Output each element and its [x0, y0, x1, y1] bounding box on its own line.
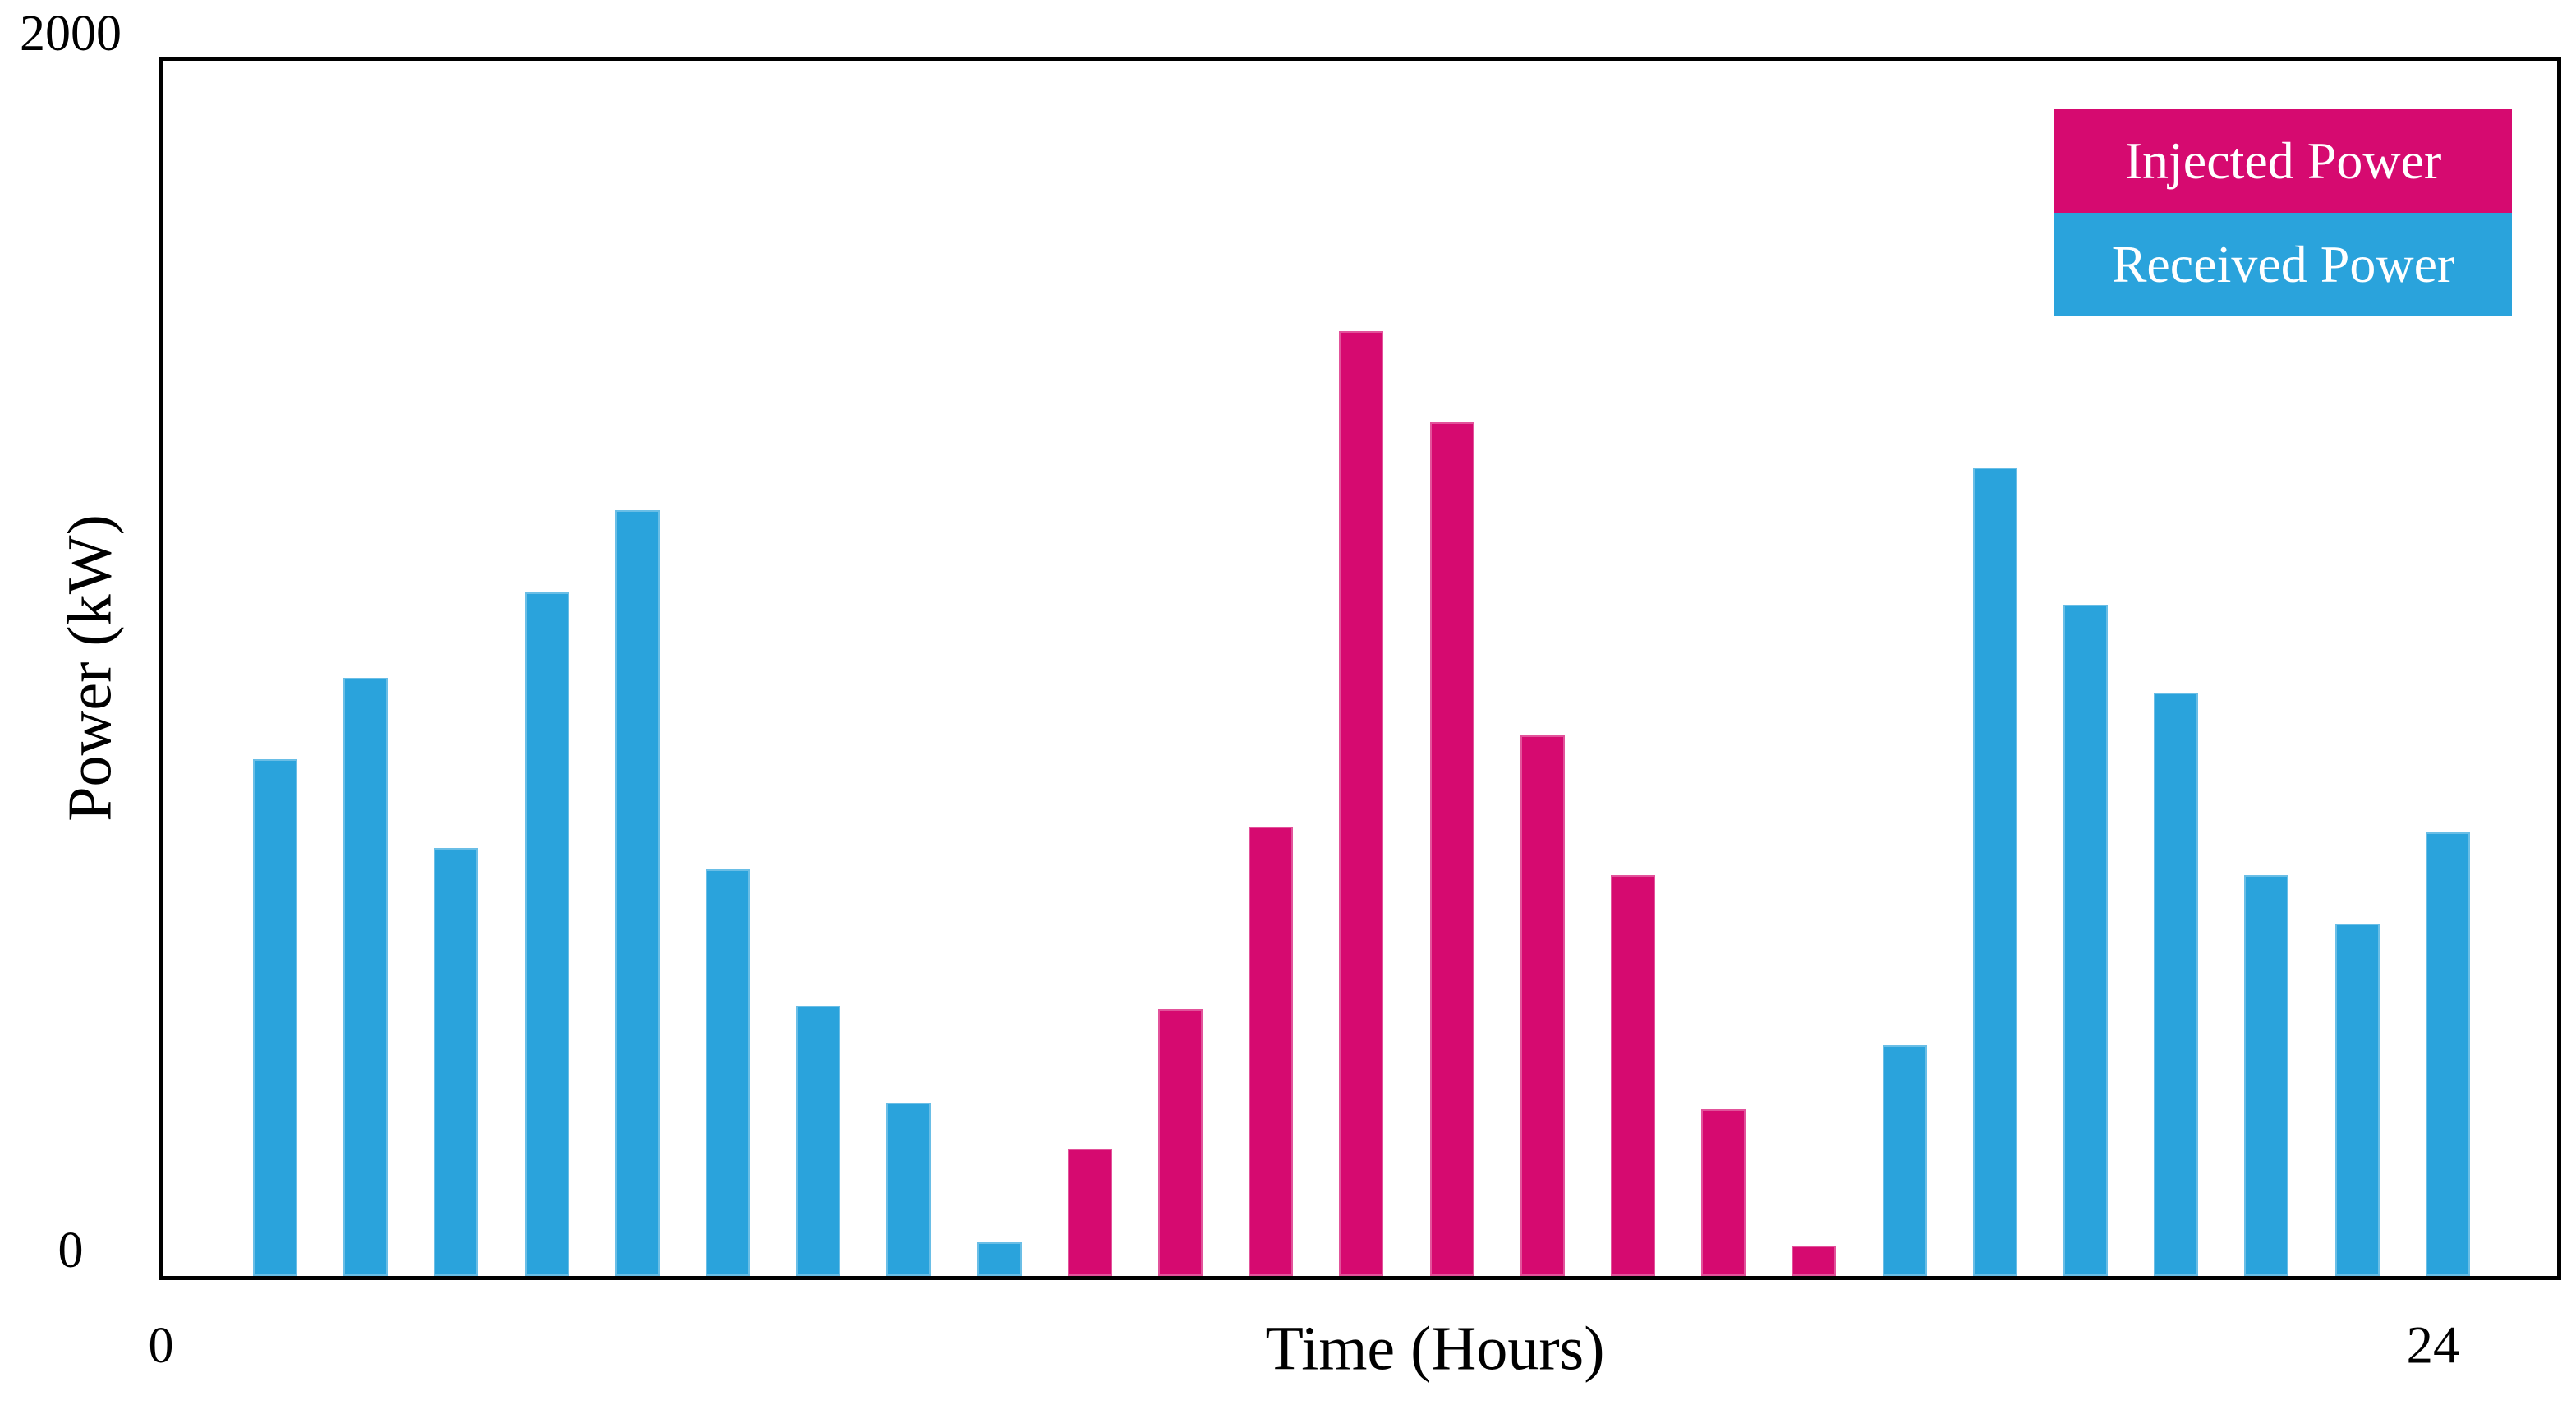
- bar-hour-2-received: [434, 848, 479, 1276]
- bar-hour-16-injected: [1701, 1109, 1746, 1276]
- bar-hour-6-received: [796, 1006, 841, 1276]
- legend-label-injected-power: Injected Power: [2124, 131, 2442, 190]
- bar-hour-18-received: [1882, 1045, 1927, 1276]
- bar-hour-0-received: [253, 759, 297, 1276]
- bar-hour-20-received: [2063, 605, 2108, 1276]
- bar-hour-13-injected: [1429, 422, 1474, 1276]
- bar-hour-5-received: [706, 869, 750, 1276]
- legend-item-injected-power: Injected Power: [2054, 109, 2512, 213]
- bar-hour-11-injected: [1249, 827, 1294, 1276]
- bar-hour-8-received: [977, 1242, 1022, 1276]
- bar-hour-23-received: [2334, 924, 2380, 1276]
- bar-hour-17-injected: [1792, 1246, 1837, 1276]
- x-axis-end-tick-label: 24: [2406, 1315, 2460, 1375]
- bar-hour-7-received: [886, 1103, 932, 1276]
- bar-hour-19-received: [1972, 468, 2017, 1276]
- y-axis-min-tick-label: 0: [58, 1223, 84, 1278]
- y-axis-max-tick-label: 2000: [20, 6, 122, 62]
- legend-item-received-power: Received Power: [2054, 213, 2512, 316]
- y-axis-title: Power (kW): [55, 514, 125, 822]
- x-axis-start-tick-label: 0: [148, 1318, 174, 1374]
- legend: Injected Power Received Power: [2054, 109, 2512, 316]
- bar-hour-1-received: [343, 678, 389, 1276]
- bar-hour-12-injected: [1339, 331, 1384, 1276]
- bar-hour-9-injected: [1067, 1149, 1112, 1276]
- bar-hour-10-injected: [1158, 1009, 1203, 1276]
- bar-hour-3-received: [524, 592, 569, 1276]
- bar-hour-21-received: [2154, 693, 2199, 1276]
- bar-hour-4-received: [614, 510, 660, 1276]
- bar-hour-15-injected: [1611, 875, 1655, 1276]
- bar-hour-24-received: [2425, 832, 2470, 1276]
- legend-label-received-power: Received Power: [2111, 235, 2455, 293]
- bar-hour-22-received: [2244, 875, 2289, 1276]
- x-axis-title: Time (Hours): [1265, 1314, 1605, 1384]
- bar-hour-14-injected: [1520, 735, 1565, 1276]
